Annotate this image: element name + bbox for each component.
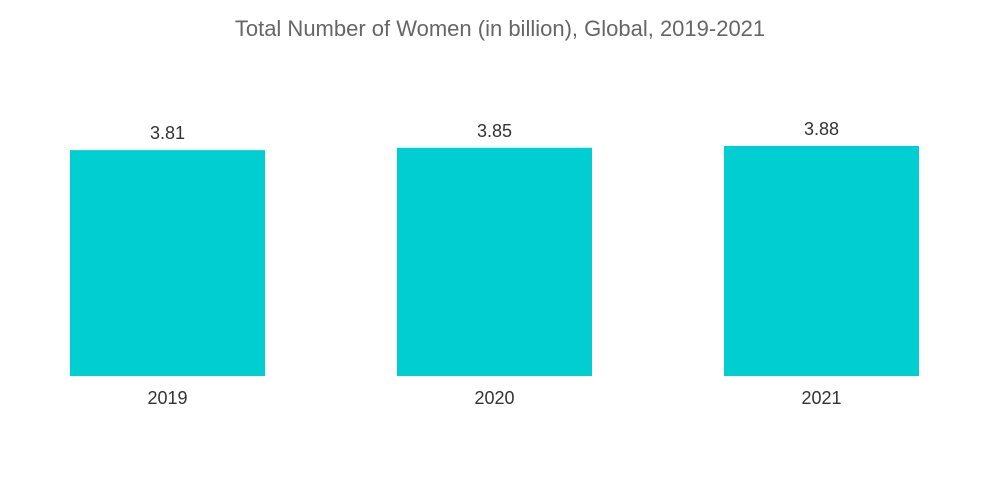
x-tick-label-2020: 2020 (474, 388, 514, 408)
x-tick-label-2021: 2021 (801, 388, 841, 408)
x-tick-label-2019: 2019 (147, 388, 187, 408)
bar-value-label-2021: 3.88 (804, 119, 839, 139)
labels-layer: 3.81 2019 3.85 2020 3.88 2021 (147, 119, 841, 408)
bar-2021 (724, 146, 919, 376)
chart-title: Total Number of Women (in billion), Glob… (234, 16, 766, 41)
bar-value-label-2020: 3.85 (477, 121, 512, 141)
bar-2020 (397, 147, 592, 376)
bar-value-label-2019: 3.81 (150, 123, 185, 143)
bar-2019 (70, 150, 265, 376)
bars-layer (70, 146, 919, 376)
